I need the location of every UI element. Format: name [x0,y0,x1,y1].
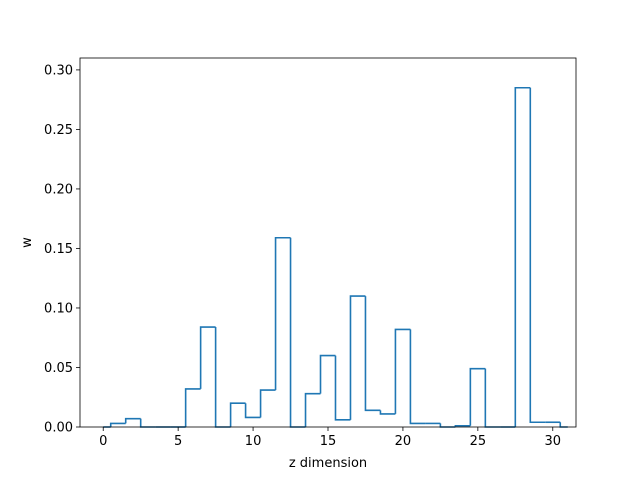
y-tick-label: 0.30 [44,63,73,78]
x-tick-label: 20 [395,434,412,449]
histogram-bin-1 [109,422,126,427]
histogram-bin-29 [529,87,546,424]
y-axis-label: w [20,237,35,248]
histogram-bin-15 [319,354,336,394]
histogram-bin-16 [334,355,351,421]
histogram-bin-19 [379,410,396,415]
histogram-bin-11 [259,389,276,418]
y-tick-label: 0.15 [44,242,73,257]
x-tick-label: 15 [320,434,337,449]
histogram-bin-10 [244,403,261,419]
y-tick-label: 0.25 [44,123,73,138]
x-axis-label: z dimension [289,456,367,471]
x-tick-label: 5 [174,434,182,449]
x-tick-label: 25 [470,434,487,449]
plot-area [80,58,576,427]
histogram-bin-25 [469,367,486,426]
histogram-bin-28 [514,86,531,427]
y-tick-label: 0.05 [44,361,73,376]
histogram-bin-20 [394,328,411,414]
histogram-bin-2 [124,417,141,424]
histogram-bin-21 [409,329,426,425]
y-axis-ticks: 0.00 0.05 0.10 0.15 0.20 0.25 0.30 [44,63,80,436]
histogram-bin-18 [364,296,381,412]
plot-frame [79,57,577,428]
histogram-bin-12 [274,236,291,391]
x-tick-label: 0 [99,434,107,449]
y-tick-label: 0.00 [44,421,73,436]
y-tick-label: 0.10 [44,301,73,316]
histogram-bin-14 [304,392,321,427]
x-tick-label: 30 [545,434,562,449]
y-tick-label: 0.20 [44,182,73,197]
histogram-bin-7 [199,326,216,389]
histogram-bin-9 [229,402,246,427]
histogram-bin-6 [184,388,201,427]
x-tick-label: 10 [245,434,262,449]
histogram-bin-17 [349,295,366,420]
x-axis-ticks: 0 5 10 15 20 25 30 [99,427,561,449]
